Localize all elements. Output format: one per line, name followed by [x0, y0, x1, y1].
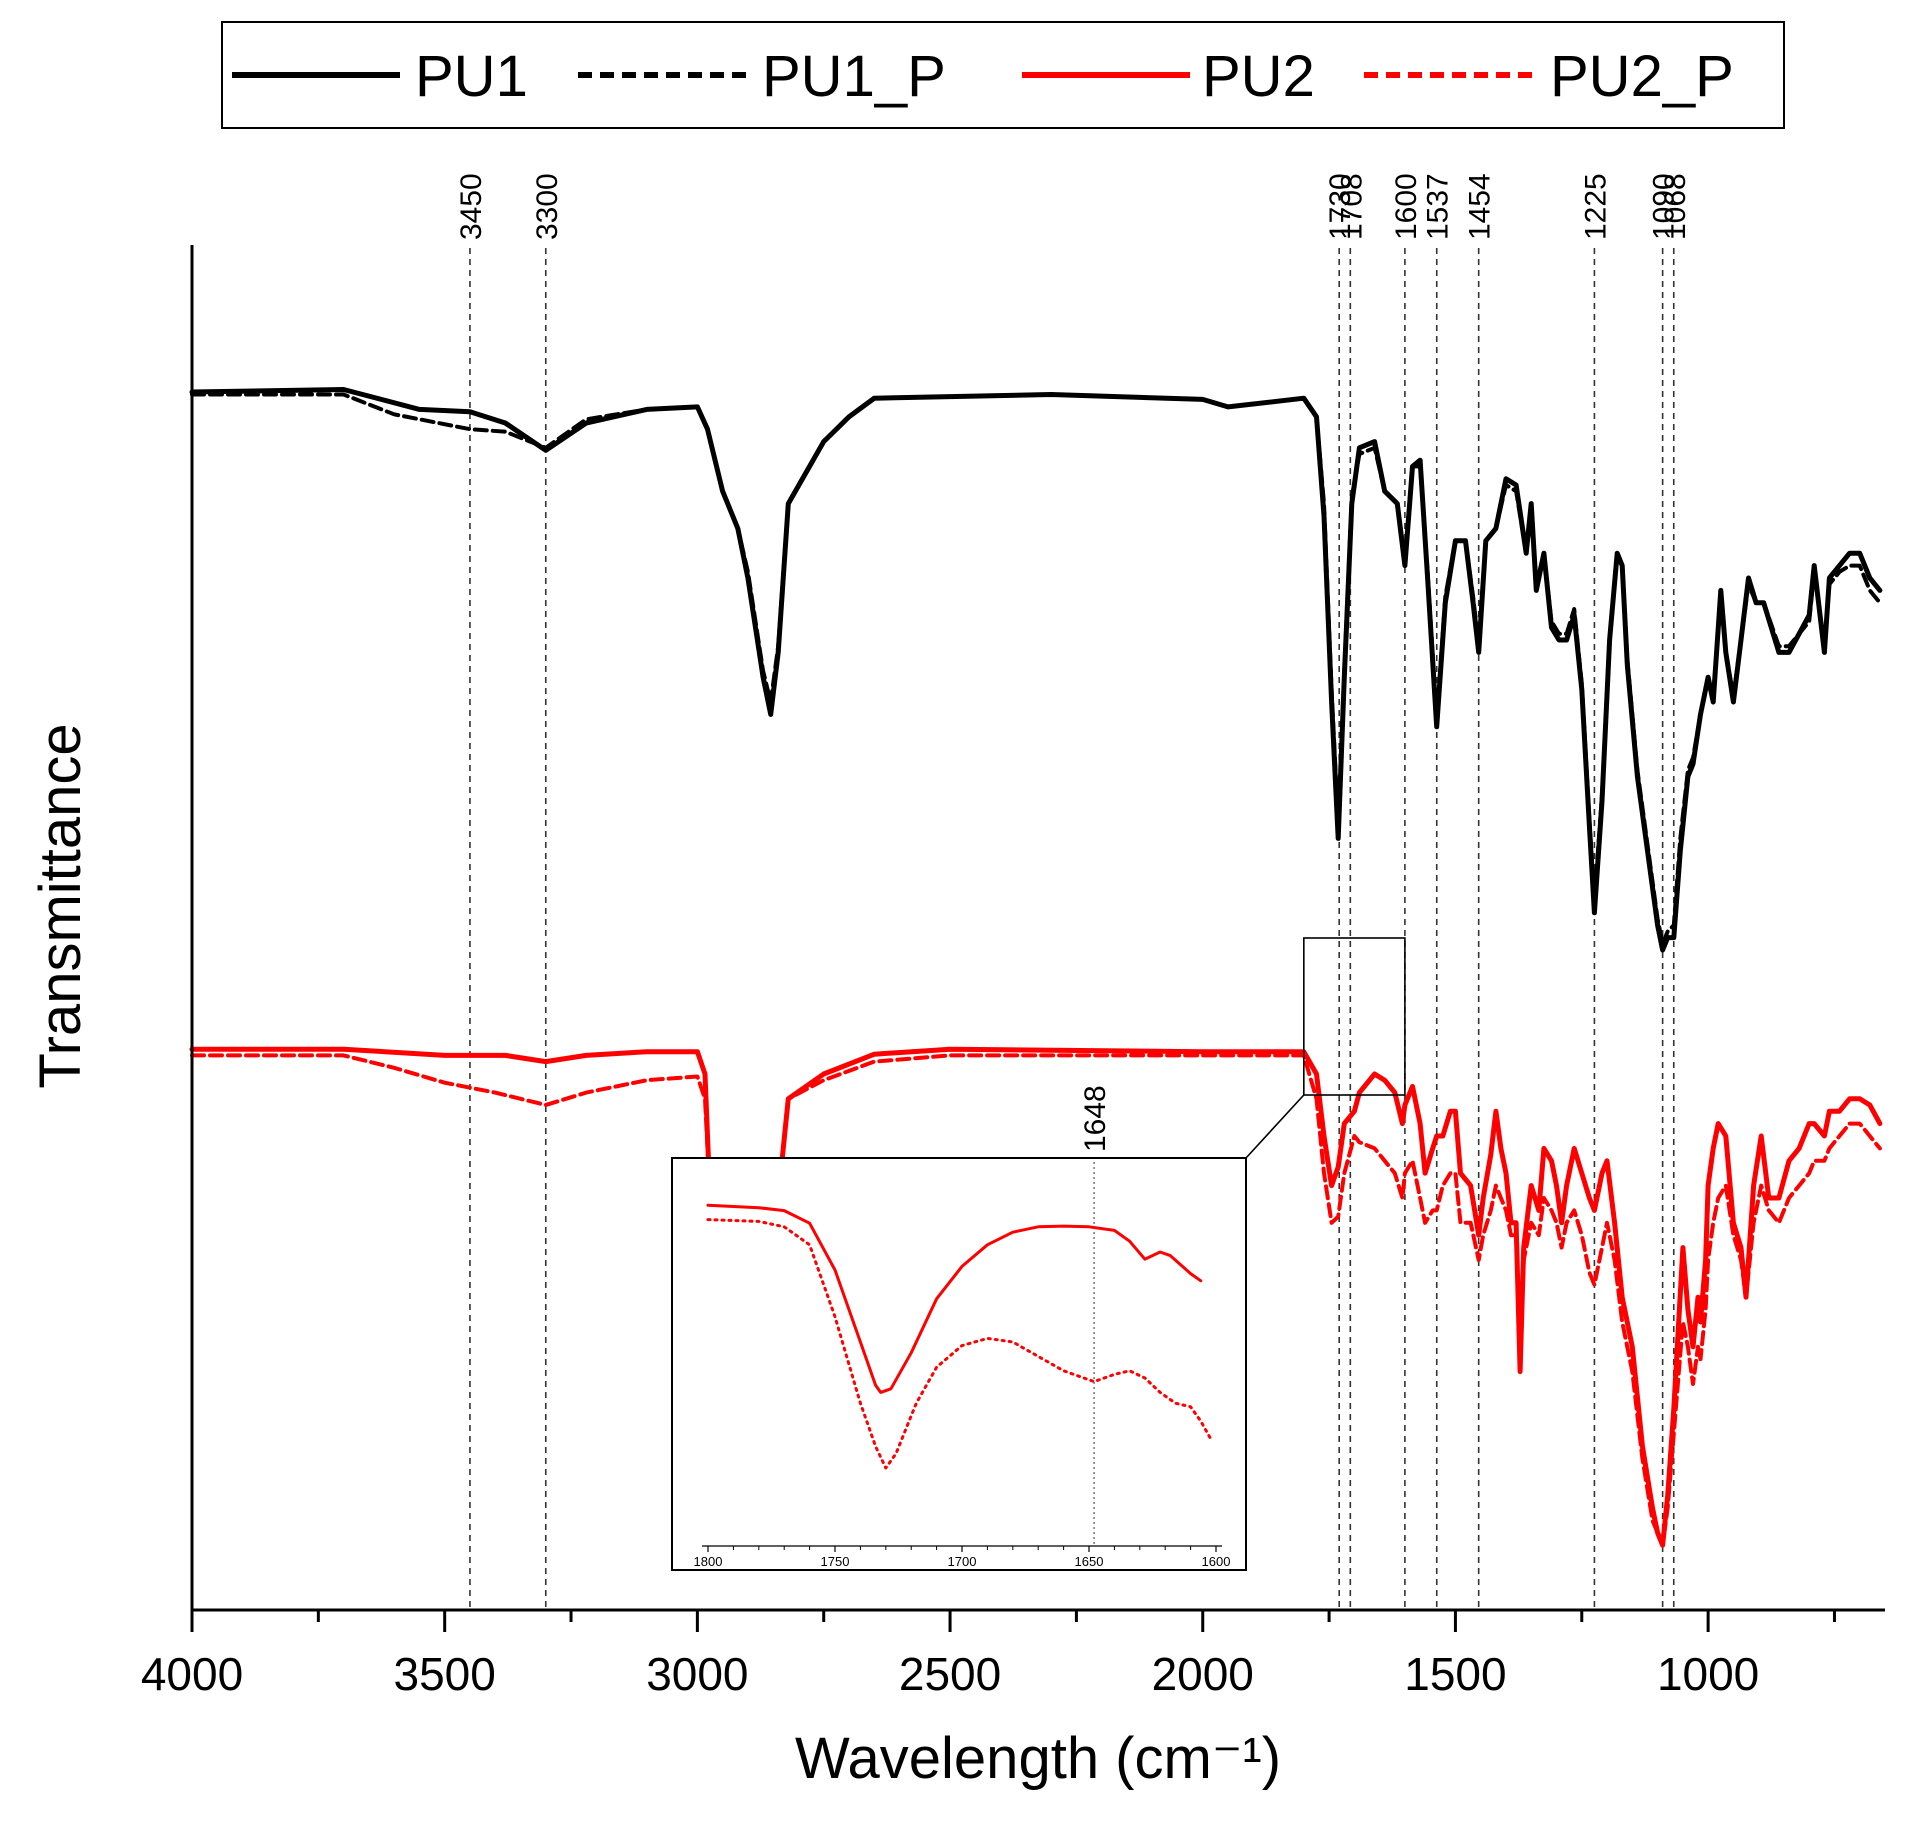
axes: 4000 3500 3000 2500 2000 1500 1000 Wavelength …	[28, 245, 1885, 1791]
zoom-indicator	[1245, 937, 1406, 1159]
inset-marker-label-1648: 1648	[1079, 1085, 1112, 1152]
peak-label-1068: 1068	[1659, 173, 1692, 240]
inset-x-tick-label-1600: 1600	[1202, 1554, 1231, 1569]
inset-x-tick-label-1650: 1650	[1075, 1554, 1104, 1569]
peak-label-1537: 1537	[1422, 173, 1455, 240]
peak-label-1454: 1454	[1464, 173, 1497, 240]
legend-label-pu1-p: PU1_P	[762, 44, 946, 109]
x-tick-label-1500: 1500	[1404, 1648, 1506, 1700]
x-tick-label-3000: 3000	[646, 1648, 748, 1700]
peak-label-1730: 1730	[1324, 173, 1357, 240]
x-tick-label-1000: 1000	[1657, 1648, 1759, 1700]
x-axis-title: Wavelength (cm⁻¹)	[795, 1726, 1281, 1791]
inset-x-tick-label-1800: 1800	[694, 1554, 723, 1569]
x-tick-label-3500: 3500	[394, 1648, 496, 1700]
inset-frame	[671, 1157, 1247, 1571]
legend: PU1 PU1_P PU2 PU2_P	[221, 21, 1785, 129]
x-tick-label-2500: 2500	[899, 1648, 1001, 1700]
x-tick-label-2000: 2000	[1152, 1648, 1254, 1700]
legend-item-pu1: PU1	[232, 44, 528, 109]
legend-label-pu1: PU1	[415, 44, 528, 109]
legend-item-pu1-p: PU1_P	[578, 44, 946, 109]
inset-x-tick-label-1700: 1700	[948, 1554, 977, 1569]
peak-label-1600: 1600	[1390, 173, 1423, 240]
zoom-box	[1303, 937, 1406, 1096]
inset-series-pu2-p	[706, 1218, 1213, 1470]
peak-label-1090: 1090	[1648, 173, 1681, 240]
peak-label-1708: 1708	[1335, 173, 1368, 240]
legend-label-pu2: PU2	[1202, 44, 1315, 109]
x-tick-label-4000: 4000	[141, 1648, 243, 1700]
inset-chart: 1800 1750 1700 1650 1600 1648	[671, 1085, 1247, 1571]
x-ticks: 4000 3500 3000 2500 2000 1500 1000	[141, 1610, 1836, 1700]
inset-series-pu2	[706, 1203, 1203, 1394]
series-pu1-p	[190, 392, 1882, 946]
legend-item-pu2: PU2	[1022, 44, 1315, 109]
peak-label-1225: 1225	[1579, 173, 1612, 240]
peak-label-3450: 3450	[455, 173, 488, 240]
zoom-connector	[1245, 1094, 1305, 1159]
inset-x-tick-label-1750: 1750	[821, 1554, 850, 1569]
peak-label-3300: 3300	[531, 173, 564, 240]
legend-label-pu2-p: PU2_P	[1550, 44, 1734, 109]
y-axis-title: Transmittance	[28, 723, 93, 1088]
legend-item-pu2-p: PU2_P	[1364, 44, 1734, 109]
